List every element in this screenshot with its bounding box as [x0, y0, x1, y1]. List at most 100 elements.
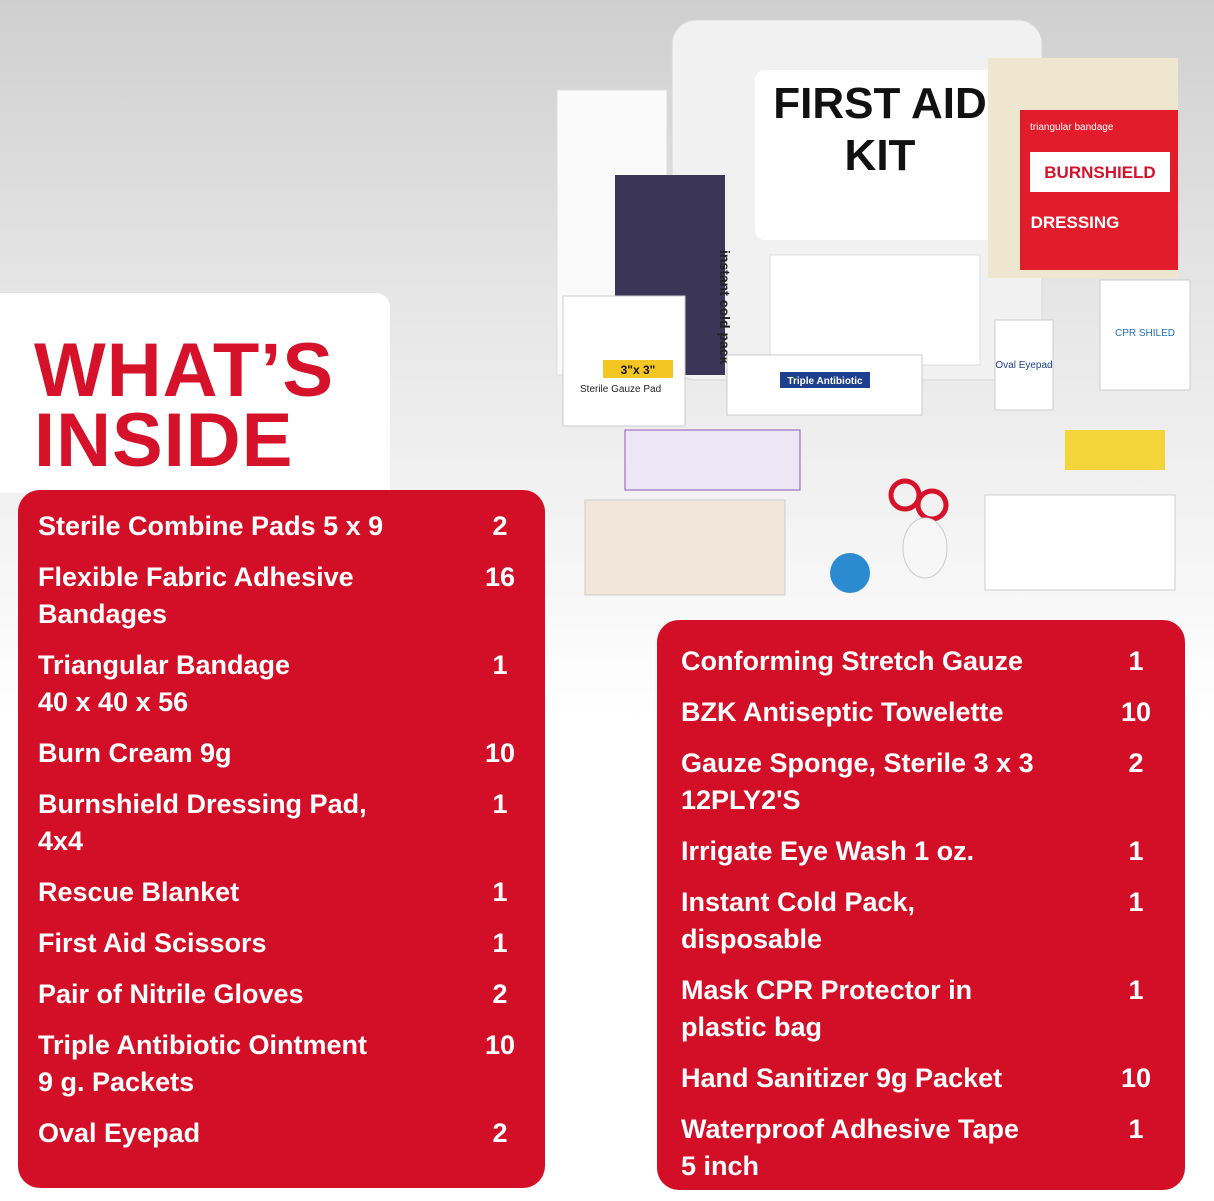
item-name-line: Burnshield Dressing Pad,: [38, 789, 367, 819]
item-row: Burn Cream 9g 10: [38, 735, 525, 772]
item-name-line: BZK Antiseptic Towelette: [681, 697, 1004, 727]
item-name-line: Triangular Bandage: [38, 650, 291, 680]
item-name: Mask CPR Protector in plastic bag: [681, 972, 972, 1046]
gauze-roll: [1065, 430, 1165, 470]
item-name-line: Hand Sanitizer 9g Packet: [681, 1063, 1003, 1093]
item-name: Irrigate Eye Wash 1 oz.: [681, 833, 974, 870]
item-qty: 10: [484, 1030, 516, 1060]
sanitizer: [984, 494, 1176, 591]
item-name: BZK Antiseptic Towelette: [681, 694, 1004, 731]
item-name-line: Triple Antibiotic Ointment: [38, 1030, 367, 1060]
item-row: Oval Eyepad 2: [38, 1115, 525, 1152]
item-name-line: Mask CPR Protector in: [681, 975, 973, 1005]
item-qty: 2: [1128, 748, 1144, 778]
kit-title: KIT: [845, 131, 916, 180]
item-name-line: disposable: [681, 924, 823, 954]
tag: [1030, 152, 1170, 192]
item-qty: 10: [1120, 697, 1152, 727]
item-row: Flexible Fabric Adhesive Bandages 16: [38, 559, 525, 633]
item-row: Burnshield Dressing Pad, 4x4 1: [38, 786, 525, 860]
gloves: [830, 553, 870, 593]
item-qty: 1: [492, 928, 508, 958]
item-row: Conforming Stretch Gauze 1: [681, 643, 1161, 680]
items-panel: Conforming Stretch Gauze 1 BZK Antiseptic …: [657, 620, 1185, 1190]
item-name-line: Conforming Stretch Gauze: [681, 646, 1024, 676]
item-name-line: Sterile Combine Pads 5 x 9: [38, 511, 384, 541]
item-name: Burnshield Dressing Pad, 4x4: [38, 786, 367, 860]
item-name: Burn Cream 9g: [38, 735, 232, 772]
item-name: Gauze Sponge, Sterile 3 x 3 12PLY2'S: [681, 745, 1034, 819]
heading: WHAT’S: [34, 328, 335, 413]
item-name: Triple Antibiotic Ointment 9 g. Packets: [38, 1027, 367, 1101]
scissors: [888, 478, 922, 512]
item-row: Rescue Blanket 1: [38, 874, 525, 911]
item-name-line: Instant Cold Pack,: [681, 887, 916, 917]
item-name-line: Flexible Fabric Adhesive: [38, 562, 354, 592]
kit-label: [755, 70, 1005, 240]
item-qty: 1: [492, 650, 508, 680]
item-qty: 16: [484, 562, 516, 592]
item-name: Hand Sanitizer 9g Packet: [681, 1060, 1002, 1097]
item-qty: 1: [1128, 887, 1144, 917]
item-qty: 2: [492, 1118, 508, 1148]
item-name: Triangular Bandage 40 x 40 x 56: [38, 647, 290, 721]
item-name-line: Waterproof Adhesive Tape: [681, 1114, 1020, 1144]
photo-label: instant cold pack: [717, 250, 733, 365]
item-name-line: First Aid Scissors: [38, 928, 267, 958]
tag: [603, 360, 673, 378]
item-row: Pair of Nitrile Gloves 2: [38, 976, 525, 1013]
item-name-line: Irrigate Eye Wash 1 oz.: [681, 836, 975, 866]
photo-label: 3"x 3": [621, 363, 656, 377]
kit-photo: FIRST AID KIT instant cold pack 3"x 3" S…: [556, 19, 1191, 596]
item-name: Waterproof Adhesive Tape 5 inch: [681, 1111, 1019, 1185]
item-name: Rescue Blanket: [38, 874, 239, 911]
photo-label: Triple Antibiotic: [787, 376, 863, 387]
item-row: Sterile Combine Pads 5 x 9 2: [38, 508, 525, 545]
heading: INSIDE: [34, 398, 294, 483]
photo-label: CPR SHILED: [1115, 328, 1175, 339]
burn-cream: [584, 499, 786, 596]
item-qty: 2: [492, 511, 508, 541]
tag: [780, 372, 870, 388]
item-name-line: 9 g. Packets: [38, 1067, 195, 1097]
item-qty: 1: [492, 877, 508, 907]
heading-card: WHAT’S INSIDE: [0, 293, 390, 493]
photo-label: BURNSHIELD: [1044, 163, 1155, 182]
item-qty: 10: [484, 738, 516, 768]
item-qty: 1: [1128, 1114, 1144, 1144]
item-name-line: Bandages: [38, 599, 168, 629]
item-row: Triangular Bandage 40 x 40 x 56 1: [38, 647, 525, 721]
item-name-line: plastic bag: [681, 1012, 823, 1042]
kit-title: FIRST AID: [773, 79, 986, 128]
item-qty: 1: [1128, 646, 1144, 676]
item-name-line: Gauze Sponge, Sterile 3 x 3: [681, 748, 1034, 778]
item-qty: 2: [492, 979, 508, 1009]
item-row: Instant Cold Pack, disposable 1: [681, 884, 1161, 958]
item-name: Conforming Stretch Gauze: [681, 643, 1023, 680]
item-row: Gauze Sponge, Sterile 3 x 3 12PLY2'S 2: [681, 745, 1161, 819]
item-qty: 1: [1128, 975, 1144, 1005]
item-qty: 10: [1120, 1063, 1152, 1093]
item-name-line: Burn Cream 9g: [38, 738, 232, 768]
photo-label: Oval Eyepad: [995, 360, 1052, 371]
item-name-line: Oval Eyepad: [38, 1118, 201, 1148]
item-name: First Aid Scissors: [38, 925, 267, 962]
item-name-line: Pair of Nitrile Gloves: [38, 979, 304, 1009]
item-row: Triple Antibiotic Ointment 9 g. Packets 10: [38, 1027, 525, 1101]
item-name: Sterile Combine Pads 5 x 9: [38, 508, 383, 545]
item-name-line: Rescue Blanket: [38, 877, 240, 907]
item-name-line: 4x4: [38, 826, 84, 856]
item-name: Instant Cold Pack, disposable: [681, 884, 915, 958]
packet: [994, 319, 1054, 411]
item-row: Hand Sanitizer 9g Packet 10: [681, 1060, 1161, 1097]
photo-label: Sterile Gauze Pad: [580, 384, 661, 395]
item-row: Irrigate Eye Wash 1 oz. 1: [681, 833, 1161, 870]
bandages: [769, 254, 981, 366]
item-row: First Aid Scissors 1: [38, 925, 525, 962]
towelettes: [624, 429, 801, 491]
item-name-line: 5 inch: [681, 1151, 760, 1181]
item-row: Mask CPR Protector in plastic bag 1: [681, 972, 1161, 1046]
photo-label: DRESSING: [1031, 213, 1120, 232]
item-name: Oval Eyepad: [38, 1115, 200, 1152]
